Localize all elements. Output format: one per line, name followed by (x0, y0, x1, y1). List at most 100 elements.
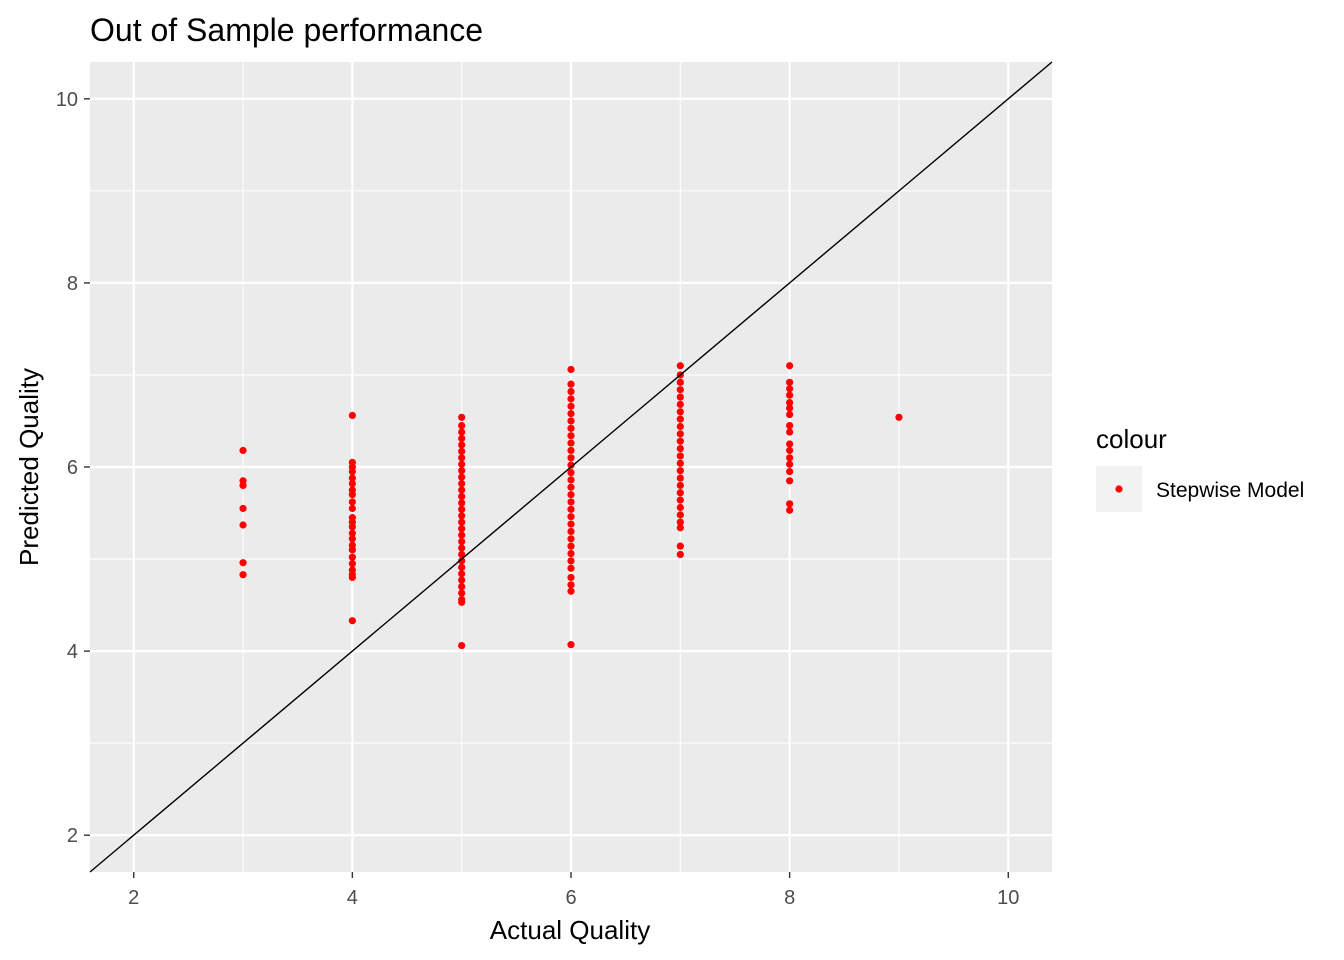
data-point (348, 474, 356, 482)
data-point (676, 511, 684, 519)
data-point (348, 535, 356, 543)
data-point (676, 518, 684, 526)
data-point (676, 408, 684, 416)
data-point (676, 415, 684, 423)
data-point (786, 477, 794, 485)
data-point (567, 527, 575, 536)
data-point (567, 535, 575, 543)
data-point (458, 454, 466, 462)
data-point (567, 454, 575, 462)
data-point (567, 505, 575, 513)
data-point (458, 447, 466, 455)
data-point (348, 411, 356, 420)
data-point (239, 446, 247, 455)
data-point (676, 422, 684, 431)
data-point (348, 523, 356, 531)
data-point (567, 587, 575, 595)
reference-line (89, 61, 1053, 873)
data-point (786, 410, 794, 419)
data-point (676, 362, 684, 370)
data-point (786, 468, 794, 476)
x-tick-label: 4 (347, 887, 358, 909)
data-point (567, 542, 575, 550)
data-point (458, 525, 466, 533)
data-point (458, 428, 466, 436)
y-tick-label: 10 (56, 89, 78, 111)
data-point (458, 563, 466, 571)
y-tick-label: 8 (67, 273, 78, 295)
data-point (239, 571, 247, 579)
data-point (348, 504, 356, 513)
data-point (567, 432, 575, 440)
x-tick-label: 2 (128, 887, 139, 909)
data-point (786, 506, 794, 514)
data-point (348, 573, 356, 582)
data-point (567, 380, 575, 388)
x-axis-ticks: 2 4 6 8 10 (128, 872, 1019, 909)
data-point (348, 479, 356, 488)
data-point (458, 550, 466, 559)
data-point (239, 481, 247, 490)
data-point (567, 395, 575, 403)
x-axis-title: Actual Quality (490, 915, 650, 945)
x-tick-label: 8 (784, 887, 795, 909)
chart-title: Out of Sample performance (90, 12, 483, 48)
data-point (348, 553, 356, 561)
data-point (676, 444, 684, 453)
data-point (786, 500, 794, 508)
data-point (567, 461, 575, 469)
data-point (676, 452, 684, 460)
data-point (458, 531, 466, 539)
data-point (458, 473, 466, 481)
data-point (458, 589, 466, 597)
data-point (786, 362, 794, 370)
identity-line (89, 61, 1053, 873)
data-point (786, 385, 794, 393)
data-point (786, 398, 794, 407)
data-point (458, 544, 466, 552)
data-point (786, 454, 794, 462)
data-point (567, 402, 575, 410)
legend-title: colour (1096, 424, 1167, 454)
data-point (567, 476, 575, 484)
data-point (348, 560, 356, 568)
data-point (676, 474, 684, 482)
data-point (458, 441, 466, 449)
data-point (676, 524, 684, 532)
data-point (567, 446, 575, 455)
data-point (676, 542, 684, 550)
data-point (786, 440, 794, 448)
data-point (348, 617, 356, 625)
y-tick-label: 2 (67, 825, 78, 847)
y-tick-label: 4 (67, 641, 78, 663)
data-point (567, 439, 575, 447)
data-point (567, 491, 575, 499)
data-point (786, 421, 794, 430)
legend-label-stepwise-model: Stepwise Model (1156, 479, 1304, 502)
data-point (676, 386, 684, 394)
data-point (567, 564, 575, 572)
data-point (239, 559, 247, 567)
data-point (676, 467, 684, 475)
data-point (348, 529, 356, 537)
data-point (567, 387, 575, 396)
data-point (676, 481, 684, 490)
data-point (458, 421, 466, 430)
data-point (458, 598, 466, 606)
data-point (676, 550, 684, 559)
y-axis-ticks: 2 4 6 8 10 (56, 89, 90, 847)
x-tick-label: 6 (565, 887, 576, 909)
data-point (567, 549, 575, 558)
data-point (458, 583, 466, 591)
data-point (567, 417, 575, 425)
data-point (458, 460, 466, 468)
data-point (676, 489, 684, 497)
data-point (676, 496, 684, 504)
data-point (458, 479, 466, 488)
data-point (458, 492, 466, 501)
legend-key-dot (1115, 485, 1123, 493)
data-point (458, 413, 466, 421)
data-point (567, 468, 575, 477)
data-point (895, 413, 903, 421)
